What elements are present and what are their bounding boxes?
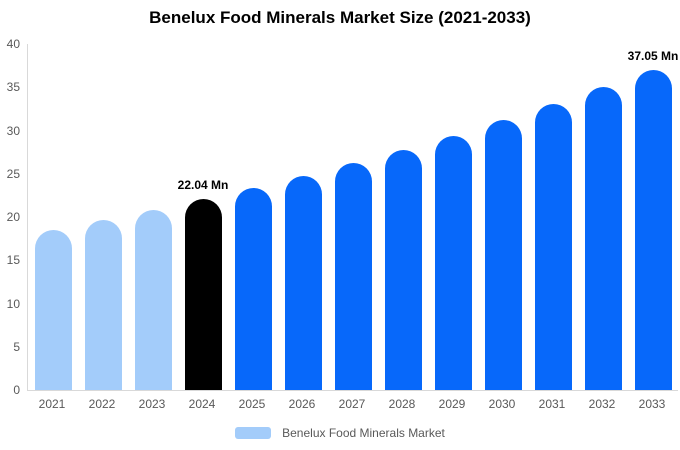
legend[interactable]: Benelux Food Minerals Market [0, 426, 680, 440]
x-axis-label: 2021 [38, 397, 66, 411]
x-axis-label: 2031 [538, 397, 566, 411]
x-axis-label: 2029 [438, 397, 466, 411]
legend-swatch-icon [235, 427, 272, 439]
x-axis-label: 2024 [188, 397, 216, 411]
bar-2030[interactable] [484, 120, 522, 390]
y-axis-label: 40 [6, 37, 20, 51]
bar-2021[interactable] [34, 229, 72, 390]
y-axis-label: 15 [6, 253, 20, 268]
x-axis-label: 2022 [88, 397, 116, 411]
bar-2033[interactable] [634, 69, 672, 390]
bar-2025[interactable] [234, 188, 272, 390]
bar-2031[interactable] [534, 104, 572, 390]
y-axis-label: 30 [6, 123, 20, 138]
bar-2032[interactable] [584, 87, 622, 390]
bar-2024[interactable] [184, 199, 222, 390]
x-axis-label: 2023 [138, 397, 166, 411]
x-axis-label: 2033 [638, 397, 666, 411]
bar-2028[interactable] [384, 149, 422, 390]
bar-2029[interactable] [434, 135, 472, 390]
y-axis-label: 10 [6, 296, 20, 311]
x-axis-label: 2027 [338, 397, 366, 411]
bar-2023[interactable] [134, 210, 172, 390]
bar-value-label: 22.04 Mn [177, 178, 229, 193]
x-axis-label: 2026 [288, 397, 316, 411]
plot-area: 22.04 Mn 37.05 Mn [27, 44, 678, 391]
legend-label: Benelux Food Minerals Market [282, 426, 445, 440]
bar-2022[interactable] [84, 220, 122, 390]
x-axis-label: 2028 [388, 397, 416, 411]
x-axis-label: 2030 [488, 397, 516, 411]
bar-value-label: 37.05 Mn [627, 48, 679, 63]
bar-2027[interactable] [334, 163, 372, 390]
x-axis-label: 2025 [238, 397, 266, 411]
chart-title: Benelux Food Minerals Market Size (2021-… [149, 8, 531, 27]
bar-2026[interactable] [284, 176, 322, 390]
x-axis-label: 2032 [588, 397, 616, 411]
y-axis-label: 35 [6, 80, 20, 95]
y-axis-label: 25 [6, 166, 20, 181]
y-axis-label: 5 [13, 339, 20, 354]
y-axis-label: 20 [6, 210, 20, 224]
y-axis-label: 0 [13, 383, 20, 397]
